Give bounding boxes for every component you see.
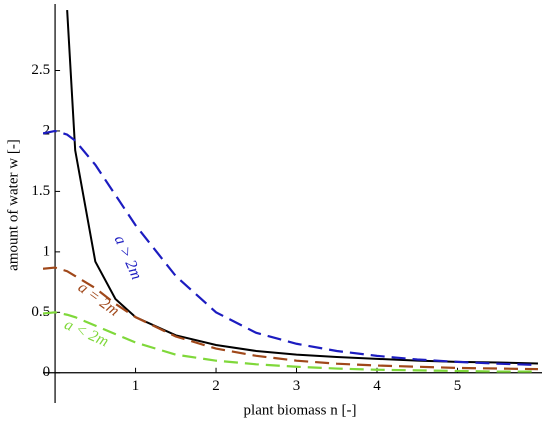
line-series	[43, 266, 538, 371]
y-tick-label: 1	[43, 243, 51, 259]
x-tick-label: 3	[293, 378, 301, 394]
x-tick-label: 2	[212, 378, 220, 394]
line-series	[43, 129, 539, 367]
x-tick-label: 4	[373, 378, 381, 394]
x-axis-label: plant biomass n [-]	[244, 402, 357, 418]
y-tick-label: 0	[43, 364, 51, 380]
y-tick-label: 2.5	[31, 62, 50, 78]
y-tick-label: 2	[43, 122, 51, 138]
curve-annotation: a > 2m	[111, 233, 145, 282]
y-tick-label: 0.5	[31, 304, 50, 320]
y-tick-label: 1.5	[31, 183, 50, 199]
y-axis-label: amount of water w [-]	[5, 139, 21, 271]
x-tick-label: 5	[454, 378, 462, 394]
line-series	[43, 311, 538, 373]
x-tick-label: 1	[132, 378, 140, 394]
line-series	[66, 9, 539, 365]
